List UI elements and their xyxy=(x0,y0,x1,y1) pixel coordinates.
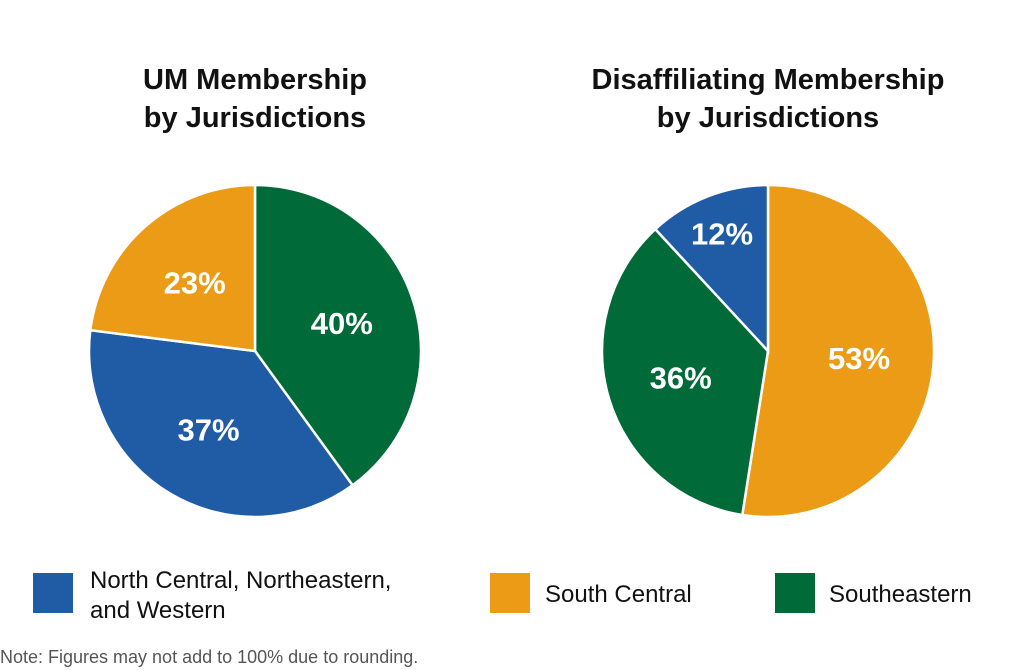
pie-slice xyxy=(653,183,770,355)
title-line: by Jurisdictions xyxy=(143,102,367,134)
chart-title-right: Disaffiliating Membership by Jurisdictio… xyxy=(568,61,968,137)
pie-slice xyxy=(87,328,355,519)
footnote: Note: Figures may not add to 100% due to… xyxy=(0,647,419,667)
slice-data-label: 23% xyxy=(164,266,226,301)
pie-slice xyxy=(253,183,423,488)
legend-swatch-ncnew xyxy=(33,573,73,613)
slice-data-label: 53% xyxy=(828,341,890,376)
legend-line: and Western xyxy=(90,597,226,624)
slice-data-label: 40% xyxy=(311,306,373,341)
title-line: by Jurisdictions xyxy=(656,102,880,134)
pie-slice xyxy=(740,183,936,519)
legend-label-ncnew: North Central, Northeastern, and Western xyxy=(90,566,391,626)
chart-title-left: UM Membership by Jurisdictions xyxy=(55,61,455,137)
title-line: UM Membership xyxy=(143,64,367,96)
legend-label-south-central: South Central xyxy=(545,581,692,608)
pie-slice xyxy=(600,227,770,517)
slice-data-label: 36% xyxy=(650,361,712,396)
pie-slice xyxy=(88,183,257,353)
title-line: Disaffiliating Membership xyxy=(591,64,945,96)
legend-swatch-south-central xyxy=(490,573,530,613)
slice-data-label: 37% xyxy=(178,413,240,448)
legend-swatch-southeastern xyxy=(775,573,815,613)
legend-label-southeastern: Southeastern xyxy=(829,581,972,608)
slice-data-label: 12% xyxy=(691,217,753,252)
legend-line: North Central, Northeastern, xyxy=(90,567,392,594)
